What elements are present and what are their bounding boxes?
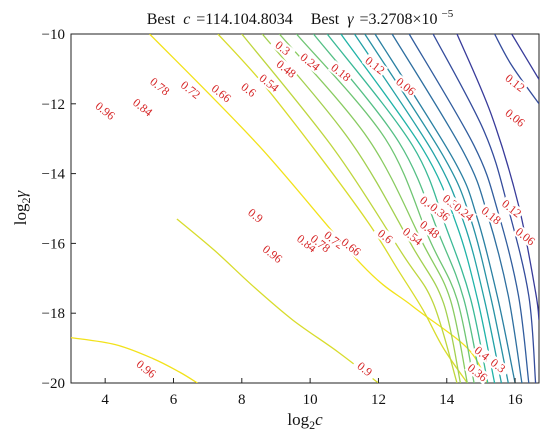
- contour-label-bg-3: [177, 77, 204, 102]
- x-tick-label-5: 14: [439, 392, 455, 408]
- contour-label-bg-7: [273, 56, 300, 82]
- contour-label-bg-35: [484, 353, 512, 378]
- contour-line-0_48-10: [340, 34, 496, 383]
- contour-label-bg-0: [92, 98, 119, 123]
- y-tick-label-1: −18: [42, 306, 65, 322]
- contour-label-bg-28: [478, 203, 505, 228]
- contour-label-bg-13: [501, 70, 529, 96]
- contour-label-bg-20: [337, 234, 365, 260]
- contour-label-bg-34: [464, 360, 491, 385]
- y-tick-label-2: −16: [42, 236, 66, 252]
- contour-label-bg-25: [426, 199, 454, 225]
- y-tick-label-5: −10: [42, 27, 65, 43]
- y-tick-label-4: −12: [42, 97, 65, 113]
- x-tick-label-1: 6: [170, 392, 178, 408]
- contour-label-bg-2: [146, 74, 173, 99]
- contour-label-bg-23: [416, 217, 443, 242]
- contour-label-bg-6: [255, 70, 283, 96]
- contour-label-bg-16: [259, 241, 286, 267]
- contour-line-0_06-19: [511, 34, 539, 80]
- x-axis-label: log2c: [287, 410, 323, 432]
- contour-level-labels: 0.96 0.840.78 0.72 0.66 0.60.540.480.30.24 0.…: [92, 35, 539, 385]
- contour-label-bg-5: [235, 77, 262, 102]
- contour-line-0_72-6: [278, 34, 468, 383]
- contour-label-bg-32: [351, 356, 378, 382]
- contour-label-bg-30: [512, 224, 539, 249]
- y-tick-label-3: −14: [42, 167, 66, 183]
- x-tick-label-6: 16: [508, 392, 524, 408]
- contour-line-0_42-11: [353, 34, 503, 383]
- y-tick-label-0: −20: [42, 376, 65, 392]
- contour-lines: [71, 34, 539, 383]
- contour-line-0_12-18: [494, 34, 539, 105]
- x-axis-ticks: 4 6 8 10 12 14 16: [101, 378, 523, 408]
- contour-label-bg-22: [399, 224, 426, 249]
- contour-line-0_96-1: [71, 336, 198, 383]
- contour-label-bg-17: [293, 231, 320, 256]
- x-tick-label-4: 12: [371, 392, 386, 408]
- contour-label-bg-15: [242, 203, 269, 228]
- contour-label-bg-31: [133, 356, 160, 382]
- contour-label-bg-4: [208, 81, 235, 106]
- contour-label-bg-11: [361, 53, 389, 78]
- contour-label-bg-1: [129, 95, 156, 120]
- contour-label-bg-14: [501, 105, 529, 130]
- x-tick-label-3: 10: [303, 392, 318, 408]
- contour-line-0_06-17: [456, 34, 539, 321]
- contour-label-bg-29: [498, 196, 525, 221]
- contour-label-bg-8: [269, 35, 296, 61]
- contour-label-bg-27: [450, 199, 477, 225]
- contour-label-bg-10: [327, 60, 355, 85]
- chart-title: Best c =114.104.8034 Best γ =3.2708×10 −…: [147, 8, 454, 28]
- contour-line-0_3-13: [374, 34, 516, 383]
- contour-line-0_18-15: [408, 34, 530, 383]
- y-axis-ticks: −20 −18 −16 −14 −12 −10: [42, 27, 76, 392]
- contour-label-bg-9: [296, 49, 324, 75]
- contour-label-bg-12: [392, 74, 419, 99]
- x-tick-label-0: 4: [101, 392, 109, 408]
- contour-line-0_9-3: [176, 218, 379, 383]
- contour-line-0_54-9: [326, 34, 489, 383]
- x-tick-label-2: 8: [238, 392, 246, 408]
- contour-label-bg-21: [372, 224, 399, 249]
- y-axis-label: log2γ: [11, 189, 33, 225]
- contour-label-bg-18: [307, 231, 334, 256]
